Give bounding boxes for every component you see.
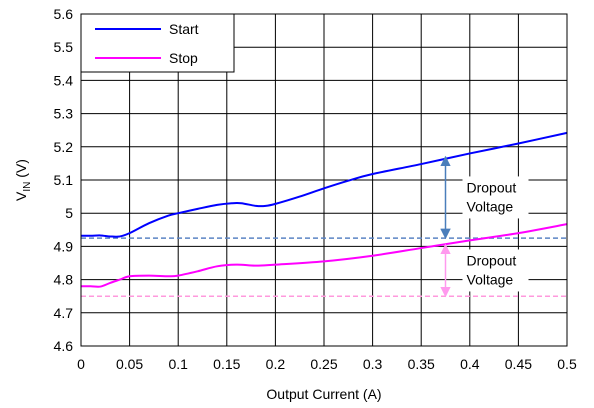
y-axis-label-main: V	[13, 191, 29, 201]
x-axis-label: Output Current (A)	[266, 386, 381, 402]
y-tick-label: 5.2	[54, 139, 74, 155]
dropout-label-text: Voltage	[467, 198, 514, 214]
y-axis-label-unit: (V)	[13, 159, 29, 182]
y-tick-label: 5	[65, 205, 73, 221]
x-tick-label: 0.2	[266, 356, 286, 372]
legend-box	[80, 13, 235, 73]
reference-lines	[81, 237, 567, 297]
series-line-stop	[80, 223, 568, 288]
plot-frame	[80, 13, 568, 347]
x-tick-label: 0.05	[116, 356, 143, 372]
x-tick-label: 0.25	[310, 356, 337, 372]
dropout-label-background	[462, 176, 529, 219]
x-tick-label: 0	[77, 356, 85, 372]
y-tick-label: 4.6	[54, 338, 74, 354]
series-lines	[80, 131, 568, 288]
y-axis-label: VIN (V)	[13, 159, 33, 201]
y-tick-label: 5.1	[54, 172, 74, 188]
y-tick-labels: 4.6 4.7 4.8 4.9 5 5.1 5.2 5.3 5.4 5.5 5.6	[54, 6, 74, 354]
x-tick-label: 0.5	[557, 356, 577, 372]
annotations: Dropout Voltage Dropout Voltage	[440, 155, 529, 298]
x-tick-label: 0.35	[408, 356, 435, 372]
x-tick-labels: 0 0.05 0.1 0.15 0.2 0.25 0.3 0.35 0.4 0.45 0.5	[77, 356, 577, 372]
dropout-label-text: Dropout	[467, 252, 517, 268]
y-tick-label: 5.4	[54, 72, 74, 88]
dropout-label-text: Voltage	[467, 271, 514, 287]
y-axis-label-sub: IN	[22, 182, 33, 192]
y-tick-label: 5.6	[54, 6, 74, 22]
legend-label-stop: Stop	[169, 50, 198, 66]
x-tick-label: 0.45	[505, 356, 532, 372]
dropout-label-background	[462, 249, 529, 292]
x-tick-label: 0.3	[363, 356, 383, 372]
x-tick-label: 0.1	[168, 356, 188, 372]
y-tick-label: 4.8	[54, 272, 74, 288]
series-line-start	[80, 131, 568, 238]
dropout-label-text: Dropout	[467, 179, 517, 195]
x-tick-label: 0.15	[213, 356, 240, 372]
y-tick-label: 4.7	[54, 305, 74, 321]
legend: Start Stop	[80, 13, 235, 73]
legend-label-start: Start	[169, 21, 199, 37]
x-tick-label: 0.4	[460, 356, 480, 372]
y-tick-label: 4.9	[54, 238, 74, 254]
y-tick-label: 5.5	[54, 39, 74, 55]
y-tick-label: 5.3	[54, 106, 74, 122]
